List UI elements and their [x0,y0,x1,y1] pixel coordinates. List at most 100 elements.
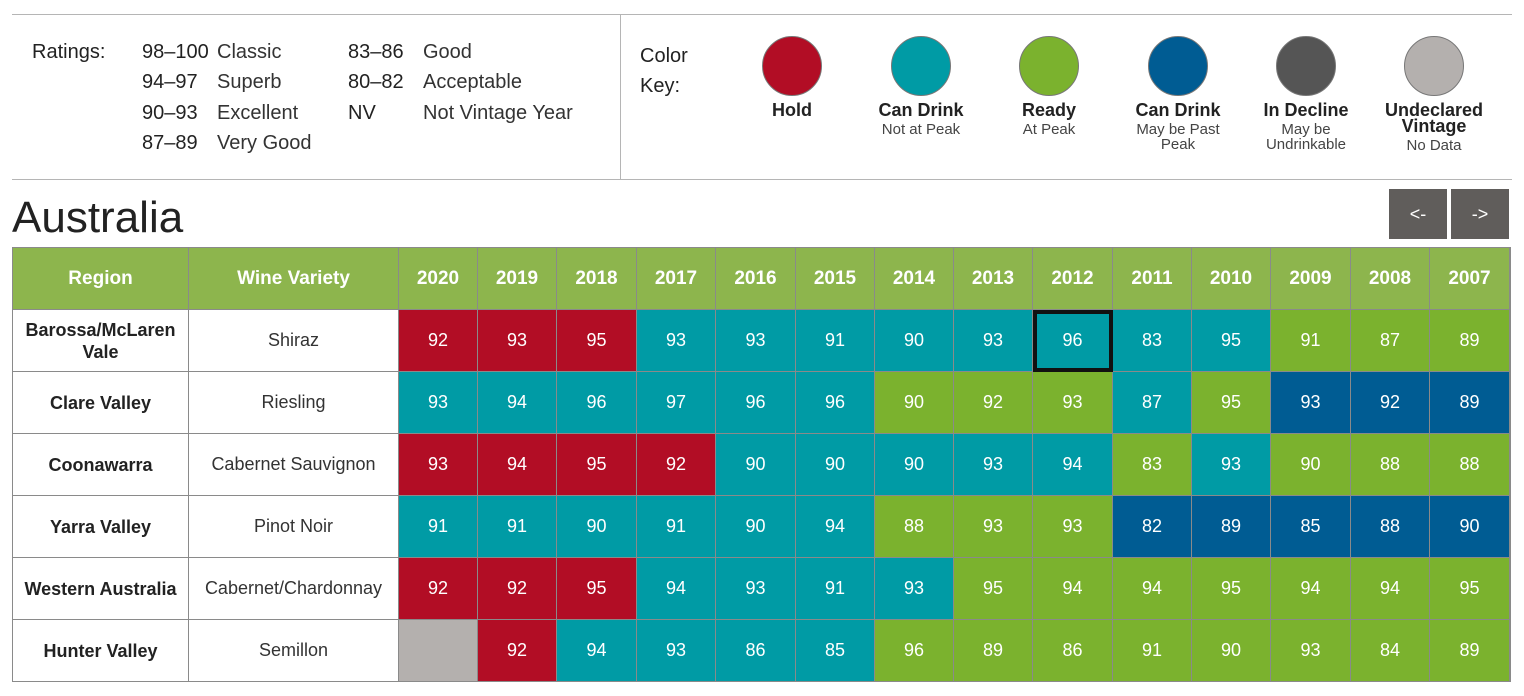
column-header-year[interactable]: 2019 [477,247,557,310]
column-header-year[interactable]: 2012 [1032,247,1113,310]
vintage-score-cell[interactable]: 91 [795,557,875,620]
vintage-score-cell[interactable]: 89 [1429,371,1510,434]
vintage-score-cell[interactable]: 87 [1350,309,1430,372]
vintage-score-cell[interactable]: 85 [795,619,875,682]
vintage-score-cell[interactable]: 89 [1429,309,1510,372]
vintage-score-cell[interactable]: 93 [1270,371,1351,434]
vintage-score-cell[interactable]: 93 [953,495,1033,558]
vintage-score-cell[interactable]: 90 [1429,495,1510,558]
vintage-score-cell[interactable]: 94 [1112,557,1192,620]
vintage-score-cell[interactable]: 90 [1270,433,1351,496]
vintage-score-cell[interactable]: 90 [556,495,637,558]
vintage-score-cell[interactable]: 93 [636,619,716,682]
vintage-score-cell[interactable]: 90 [874,433,954,496]
vintage-score-cell[interactable]: 96 [874,619,954,682]
vintage-score-cell[interactable]: 93 [1270,619,1351,682]
column-header-year[interactable]: 2010 [1191,247,1271,310]
vintage-score-cell[interactable]: 91 [398,495,478,558]
vintage-score-cell[interactable]: 92 [477,557,557,620]
vintage-score-cell[interactable]: 90 [795,433,875,496]
column-header-year[interactable]: 2007 [1429,247,1510,310]
vintage-score-cell[interactable]: 88 [1429,433,1510,496]
vintage-score-cell[interactable]: 94 [556,619,637,682]
prev-button[interactable]: <- [1389,189,1447,239]
vintage-score-cell[interactable]: 92 [1350,371,1430,434]
column-header-year[interactable]: 2014 [874,247,954,310]
vintage-score-cell[interactable]: 95 [556,433,637,496]
vintage-score-cell[interactable]: 86 [715,619,796,682]
vintage-score-cell[interactable]: 94 [1032,557,1113,620]
vintage-score-cell[interactable]: 83 [1112,309,1192,372]
vintage-score-cell[interactable]: 95 [1191,309,1271,372]
vintage-score-cell[interactable] [398,619,478,682]
vintage-score-cell[interactable]: 93 [1032,495,1113,558]
vintage-score-cell[interactable]: 94 [477,433,557,496]
vintage-score-cell[interactable]: 97 [636,371,716,434]
column-header-year[interactable]: 2017 [636,247,716,310]
vintage-score-cell[interactable]: 91 [795,309,875,372]
vintage-score-cell[interactable]: 83 [1112,433,1192,496]
vintage-score-cell[interactable]: 90 [1191,619,1271,682]
vintage-score-cell[interactable]: 89 [953,619,1033,682]
vintage-score-cell[interactable]: 93 [398,371,478,434]
column-header-year[interactable]: 2013 [953,247,1033,310]
vintage-score-cell[interactable]: 94 [636,557,716,620]
vintage-score-cell[interactable]: 89 [1191,495,1271,558]
vintage-score-cell[interactable]: 92 [953,371,1033,434]
vintage-score-cell[interactable]: 93 [398,433,478,496]
vintage-score-cell[interactable]: 84 [1350,619,1430,682]
column-header-year[interactable]: 2008 [1350,247,1430,310]
next-button[interactable]: -> [1451,189,1509,239]
vintage-score-cell[interactable]: 91 [1270,309,1351,372]
vintage-score-cell[interactable]: 92 [636,433,716,496]
vintage-score-cell[interactable]: 92 [398,557,478,620]
vintage-score-cell[interactable]: 91 [636,495,716,558]
vintage-score-cell[interactable]: 90 [874,309,954,372]
vintage-score-cell[interactable]: 93 [636,309,716,372]
vintage-score-cell[interactable]: 82 [1112,495,1192,558]
vintage-score-cell[interactable]: 94 [477,371,557,434]
vintage-score-cell[interactable]: 92 [398,309,478,372]
vintage-score-cell[interactable]: 93 [953,433,1033,496]
vintage-score-cell[interactable]: 95 [1429,557,1510,620]
vintage-score-cell[interactable]: 94 [795,495,875,558]
vintage-score-cell[interactable]: 95 [1191,371,1271,434]
vintage-score-cell[interactable]: 93 [874,557,954,620]
vintage-score-cell[interactable]: 92 [477,619,557,682]
column-header-year[interactable]: 2011 [1112,247,1192,310]
vintage-score-cell[interactable]: 85 [1270,495,1351,558]
vintage-score-cell[interactable]: 93 [715,309,796,372]
vintage-score-cell[interactable]: 95 [953,557,1033,620]
vintage-score-cell[interactable]: 93 [953,309,1033,372]
vintage-score-cell[interactable]: 91 [1112,619,1192,682]
vintage-score-cell[interactable]: 90 [874,371,954,434]
vintage-score-cell[interactable]: 90 [715,433,796,496]
vintage-score-cell[interactable]: 88 [1350,433,1430,496]
column-header-year[interactable]: 2015 [795,247,875,310]
vintage-score-cell[interactable]: 88 [874,495,954,558]
vintage-score-cell[interactable]: 90 [715,495,796,558]
vintage-score-cell[interactable]: 88 [1350,495,1430,558]
column-header-year[interactable]: 2018 [556,247,637,310]
vintage-score-cell[interactable]: 96 [795,371,875,434]
vintage-score-cell[interactable]: 94 [1032,433,1113,496]
column-header-year[interactable]: 2016 [715,247,796,310]
vintage-score-cell[interactable]: 86 [1032,619,1113,682]
vintage-score-cell[interactable]: 89 [1429,619,1510,682]
vintage-score-cell[interactable]: 91 [477,495,557,558]
column-header-year[interactable]: 2009 [1270,247,1351,310]
vintage-score-cell[interactable]: 94 [1270,557,1351,620]
vintage-score-cell[interactable]: 95 [1191,557,1271,620]
vintage-score-cell[interactable]: 87 [1112,371,1192,434]
vintage-score-cell[interactable]: 96 [1032,309,1113,372]
column-header-year[interactable]: 2020 [398,247,478,310]
vintage-score-cell[interactable]: 96 [556,371,637,434]
vintage-score-cell[interactable]: 93 [477,309,557,372]
vintage-score-cell[interactable]: 93 [1032,371,1113,434]
vintage-score-cell[interactable]: 96 [715,371,796,434]
vintage-score-cell[interactable]: 93 [715,557,796,620]
vintage-score-cell[interactable]: 95 [556,557,637,620]
vintage-score-cell[interactable]: 95 [556,309,637,372]
vintage-score-cell[interactable]: 94 [1350,557,1430,620]
vintage-score-cell[interactable]: 93 [1191,433,1271,496]
